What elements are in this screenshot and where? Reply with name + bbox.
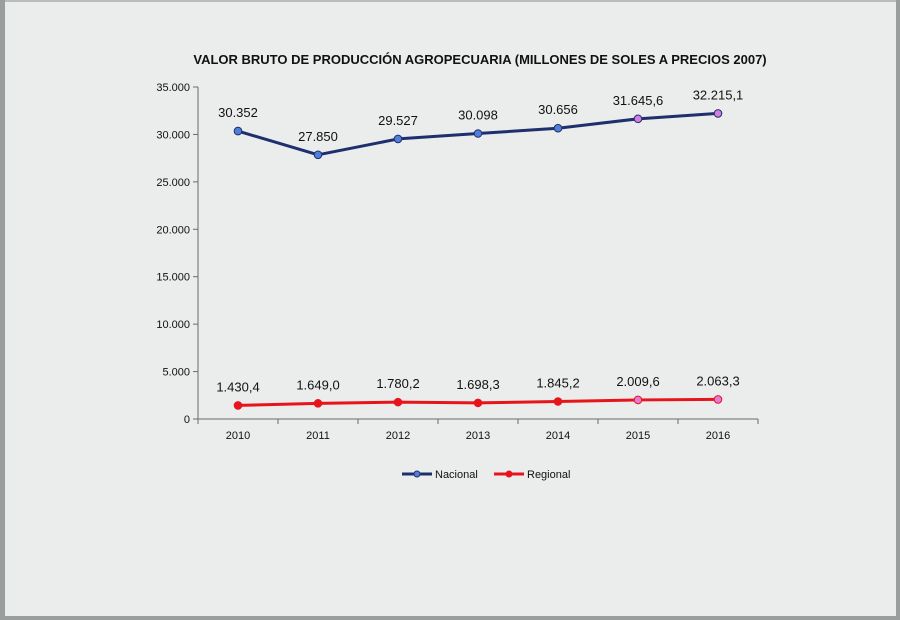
data-label: 1.698,3	[456, 377, 499, 392]
data-label: 1.430,4	[216, 379, 259, 394]
legend-swatch-marker	[413, 470, 421, 478]
legend-swatch-marker	[505, 470, 513, 478]
data-label: 30.656	[538, 102, 578, 117]
legend-label: Nacional	[435, 469, 478, 481]
x-tick-label: 2013	[466, 430, 490, 442]
data-point	[473, 129, 483, 138]
data-point	[313, 150, 323, 160]
frame-edge-top	[0, 0, 900, 2]
data-point	[713, 395, 723, 404]
data-label: 32.215,1	[693, 87, 744, 102]
y-tick-label: 10.000	[156, 319, 190, 331]
data-point	[713, 109, 723, 118]
data-point	[633, 395, 643, 405]
y-tick-label: 30.000	[156, 129, 190, 141]
y-tick-label: 35.000	[156, 82, 190, 94]
series-layer: 30.352 27.850 29.527 30.098 30.656 31.645,6 32…	[216, 87, 744, 410]
series-regional: 1.430,4 1.649,0 1.780,2 1.698,3 1.845,2 2.009…	[216, 373, 740, 410]
y-tick-label: 0	[184, 414, 190, 426]
data-point	[473, 398, 483, 408]
y-tick-label: 15.000	[156, 272, 190, 284]
data-point	[553, 397, 563, 406]
x-tick-label: 2012	[386, 430, 410, 442]
frame-edge-left	[0, 0, 5, 620]
legend-label: Regional	[527, 469, 570, 481]
frame-edge-right	[896, 0, 900, 620]
data-point	[553, 123, 563, 133]
x-tick-label: 2011	[306, 430, 330, 442]
series-nacional: 30.352 27.850 29.527 30.098 30.656 31.645,6 32…	[218, 87, 744, 160]
data-point	[633, 114, 643, 124]
data-label: 27.850	[298, 129, 338, 144]
data-point	[313, 399, 323, 408]
data-label: 2.009,6	[616, 374, 659, 389]
data-point	[233, 401, 243, 410]
data-label: 29.527	[378, 113, 418, 128]
x-tick-label: 2015	[626, 430, 650, 442]
data-label: 30.098	[458, 107, 498, 122]
data-label: 2.063,3	[696, 373, 739, 388]
data-label: 31.645,6	[613, 93, 664, 108]
data-point	[233, 126, 243, 136]
x-tick-label: 2010	[226, 430, 250, 442]
y-tick-label: 5.000	[162, 367, 190, 379]
data-label: 30.352	[218, 105, 258, 120]
x-tick-label: 2016	[706, 430, 730, 442]
data-point	[393, 134, 403, 144]
y-tick-label: 25.000	[156, 177, 190, 189]
x-tick-label: 2014	[546, 430, 570, 442]
chart-title: VALOR BRUTO DE PRODUCCIÓN AGROPECUARIA (…	[193, 52, 766, 67]
chart-legend: Nacional Regional	[402, 469, 570, 481]
data-label: 1.649,0	[296, 377, 339, 392]
frame-edge-bottom	[0, 616, 900, 620]
y-tick-label: 20.000	[156, 224, 190, 236]
data-label: 1.845,2	[536, 375, 579, 390]
data-point	[393, 397, 403, 407]
chart-axes: 0 5.000 10.000 15.000 20.000 25.000 30.000 35.0…	[156, 82, 759, 442]
data-label: 1.780,2	[376, 376, 419, 391]
